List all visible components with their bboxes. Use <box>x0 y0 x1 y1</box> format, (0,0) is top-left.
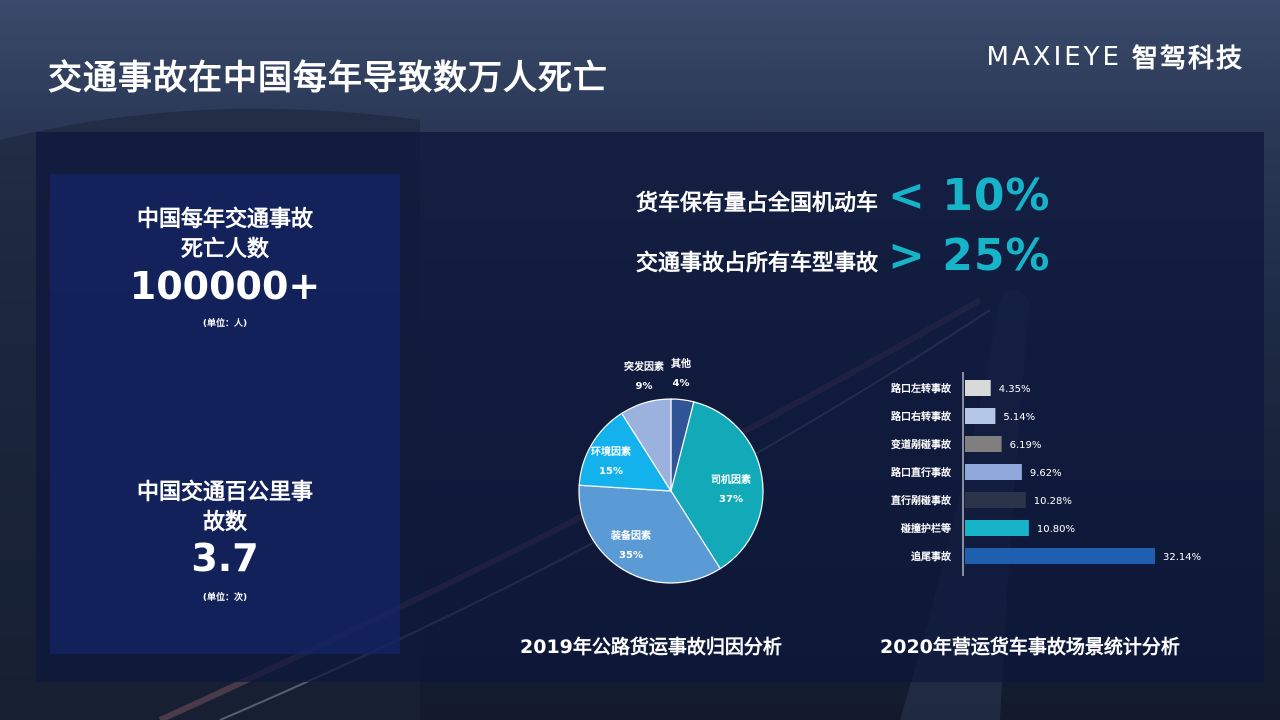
bar-category-label-0: 路口左转事故 <box>891 382 952 395</box>
kpi-accident-share-label: 交通事故占所有车型事故 <box>636 251 879 276</box>
stat1-value: 100000+ <box>129 264 321 308</box>
page-title: 交通事故在中国每年导致数万人死亡 <box>48 58 608 98</box>
pie-label-name-1: 司机因素 <box>711 473 751 486</box>
pie-slice-3 <box>578 412 673 492</box>
bar-value-label-0: 4.35% <box>999 384 1031 395</box>
pie-slice-2 <box>578 484 722 584</box>
stat2-label-line2: 故数 <box>202 510 247 535</box>
pie-label-name-2: 装备因素 <box>610 529 651 542</box>
bar-category-label-3: 路口直行事故 <box>891 466 952 479</box>
bar-4 <box>965 492 1026 508</box>
logo-wordmark: MAXIEYE <box>986 41 1122 72</box>
stat2-label-line1: 中国交通百公里事 <box>136 480 313 505</box>
bar-value-label-6: 32.14% <box>1163 552 1201 563</box>
pie-slice-4 <box>620 398 672 494</box>
bar-chart-title: 2020年营运货车事故场景统计分析 <box>880 636 1180 658</box>
bar-value-label-4: 10.28% <box>1034 496 1072 507</box>
kpi-truck-share: 货车保有量占全国机动车 < 10% <box>636 170 1051 221</box>
stat2-unit: (单位：次) <box>202 593 248 603</box>
pie-label-name-0: 其他 <box>671 357 691 370</box>
pie-label-value-1: 37% <box>719 494 743 505</box>
bar-value-label-1: 5.14% <box>1003 412 1035 423</box>
pie-label-value-0: 4% <box>673 378 690 389</box>
bar-6 <box>965 548 1155 564</box>
brand-logo: MAXIEYE 智驾科技 <box>987 38 1244 75</box>
pie-label-name-4: 突发因素 <box>624 360 664 373</box>
pie-chart: 其他 4% 司机因素 37% 装备因素 35% 环境因素 15% 突发因素 9% <box>578 357 764 584</box>
bar-5 <box>965 520 1029 536</box>
kpi-truck-share-value: < 10% <box>888 170 1051 221</box>
bar-chart: 路口左转事故 4.35% 路口右转事故 5.14% 变道剐碰事故 6.19% 路口直行事故 9… <box>891 372 1201 576</box>
logo-chinese: 智驾科技 <box>1131 44 1244 74</box>
stat1-label-line1: 中国每年交通事故 <box>136 207 313 232</box>
pie-chart-title: 2019年公路货运事故归因分析 <box>520 636 782 658</box>
bar-value-label-2: 6.19% <box>1010 440 1042 451</box>
stat1-label-line2: 死亡人数 <box>180 237 269 262</box>
kpi-truck-share-label: 货车保有量占全国机动车 <box>636 191 879 216</box>
pie-label-name-3: 环境因素 <box>591 445 631 458</box>
kpi-accident-share-value: > 25% <box>888 230 1051 281</box>
bar-0 <box>965 380 991 396</box>
kpi-accident-share: 交通事故占所有车型事故 > 25% <box>636 230 1051 281</box>
stat2-value: 3.7 <box>191 536 259 580</box>
stat1-unit: (单位：人) <box>202 319 248 329</box>
left-stats-box <box>50 174 400 654</box>
bar-category-label-1: 路口右转事故 <box>891 410 952 423</box>
bar-category-label-2: 变道剐碰事故 <box>891 438 952 451</box>
pie-label-value-2: 35% <box>619 550 643 561</box>
bar-1 <box>965 408 996 424</box>
pie-label-value-4: 9% <box>636 381 653 392</box>
bar-category-label-5: 碰撞护栏等 <box>901 522 951 535</box>
bar-3 <box>965 464 1022 480</box>
bar-2 <box>965 436 1002 452</box>
bar-category-label-4: 直行剐碰事故 <box>891 494 952 507</box>
pie-label-value-3: 15% <box>599 466 623 477</box>
bar-value-label-5: 10.80% <box>1037 524 1075 535</box>
bar-category-label-6: 追尾事故 <box>911 550 952 563</box>
bar-value-label-3: 9.62% <box>1030 468 1062 479</box>
